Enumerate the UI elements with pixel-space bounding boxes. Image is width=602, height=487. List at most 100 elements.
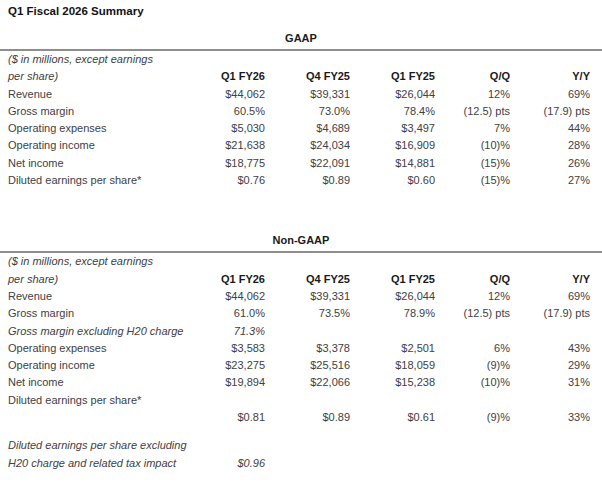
table-row: Diluted earnings per share excluding: [0, 437, 602, 454]
row-label: Operating income: [8, 137, 180, 154]
cell-value: 29%: [510, 357, 590, 374]
cell-value: [510, 437, 590, 454]
cell-value: $23,275: [180, 357, 265, 374]
cell-value: 7%: [435, 120, 510, 137]
cell-value: 73.5%: [265, 305, 350, 322]
cell-value: [265, 392, 350, 409]
table-row: Gross margin60.5%73.0%78.4%(12.5) pts(17…: [0, 103, 602, 120]
cell-value: 73.0%: [265, 103, 350, 120]
units-note-line2: per share): [8, 271, 180, 288]
table-row: Revenue$44,062$39,331$26,04412%69%: [0, 288, 602, 305]
row-label: Net income: [8, 374, 180, 391]
cell-value: [510, 455, 590, 472]
cell-value: 43%: [510, 340, 590, 357]
table-row: Net income$19,894$22,066$15,238(10)%31%: [0, 374, 602, 391]
row-label: Diluted earnings per share*: [8, 172, 180, 189]
units-note-row: ($ in millions, except earnings: [0, 253, 602, 270]
cell-value: $0.81: [180, 409, 265, 426]
financial-summary-page: Q1 Fiscal 2026 Summary GAAP ($ in millio…: [0, 0, 602, 472]
cell-value: $3,378: [265, 340, 350, 357]
cell-value: $14,881: [350, 155, 435, 172]
cell-value: 28%: [510, 137, 590, 154]
cell-value: 44%: [510, 120, 590, 137]
cell-value: [350, 455, 435, 472]
table-row: Gross margin61.0%73.5%78.9%(12.5) pts(17…: [0, 305, 602, 322]
cell-value: (12.5) pts: [435, 305, 510, 322]
cell-value: [435, 455, 510, 472]
table-row: Gross margin excluding H20 charge71.3%: [0, 323, 602, 340]
table-row: Net income$18,775$22,091$14,881(15)%26%: [0, 155, 602, 172]
table-row: $0.81$0.89$0.61(9)%33%: [0, 409, 602, 426]
cell-value: $0.89: [265, 409, 350, 426]
cell-value: $24,034: [265, 137, 350, 154]
cell-value: [435, 323, 510, 340]
cell-value: (17.9) pts: [510, 103, 590, 120]
units-note-line2: per share): [8, 68, 180, 85]
cell-value: (10)%: [435, 137, 510, 154]
cell-value: 61.0%: [180, 305, 265, 322]
cell-value: [265, 437, 350, 454]
cell-value: (9)%: [435, 409, 510, 426]
units-note-line1: ($ in millions, except earnings: [8, 51, 180, 68]
cell-value: $5,030: [180, 120, 265, 137]
table-row: Operating income$21,638$24,034$16,909(10…: [0, 137, 602, 154]
cell-value: 71.3%: [180, 323, 265, 340]
cell-value: $0.89: [265, 172, 350, 189]
cell-value: [265, 455, 350, 472]
row-label: [8, 409, 180, 426]
cell-value: $16,909: [350, 137, 435, 154]
cell-value: (15)%: [435, 155, 510, 172]
cell-value: [265, 323, 350, 340]
cell-value: [180, 437, 265, 454]
cell-value: [350, 323, 435, 340]
cell-value: 12%: [435, 288, 510, 305]
page-title: Q1 Fiscal 2026 Summary: [8, 5, 602, 17]
cell-value: $3,497: [350, 120, 435, 137]
column-header: Q1 FY26: [180, 68, 265, 85]
cell-value: $22,066: [265, 374, 350, 391]
cell-value: $22,091: [265, 155, 350, 172]
cell-value: $21,638: [180, 137, 265, 154]
cell-value: 69%: [510, 86, 590, 103]
cell-value: $15,238: [350, 374, 435, 391]
column-header: Q1 FY25: [350, 271, 435, 288]
cell-value: 60.5%: [180, 103, 265, 120]
column-header: Q/Q: [435, 68, 510, 85]
row-label: Operating income: [8, 357, 180, 374]
cell-value: (9)%: [435, 357, 510, 374]
units-note-line1: ($ in millions, except earnings: [8, 253, 180, 270]
row-label: Revenue: [8, 288, 180, 305]
cell-value: (12.5) pts: [435, 103, 510, 120]
cell-value: $26,044: [350, 86, 435, 103]
summary-section: GAAP ($ in millions, except earnings per…: [0, 32, 602, 189]
cell-value: 33%: [510, 409, 590, 426]
cell-value: $44,062: [180, 288, 265, 305]
cell-value: [510, 392, 590, 409]
cell-value: [435, 392, 510, 409]
row-label: Gross margin: [8, 103, 180, 120]
cell-value: 78.9%: [350, 305, 435, 322]
cell-value: $0.60: [350, 172, 435, 189]
cell-value: $3,583: [180, 340, 265, 357]
section-rows: Revenue$44,062$39,331$26,04412%69%Gross …: [0, 86, 602, 190]
cell-value: $2,501: [350, 340, 435, 357]
row-label: Gross margin: [8, 305, 180, 322]
table-row: Operating income$23,275$25,516$18,059(9)…: [0, 357, 602, 374]
cell-value: $0.76: [180, 172, 265, 189]
units-note-row: ($ in millions, except earnings: [0, 51, 602, 68]
column-header: Q1 FY25: [350, 68, 435, 85]
table-row: Operating expenses$3,583$3,378$2,5016%43…: [0, 340, 602, 357]
cell-value: 12%: [435, 86, 510, 103]
cell-value: [180, 392, 265, 409]
row-label: H20 charge and related tax impact: [8, 455, 180, 472]
cell-value: $44,062: [180, 86, 265, 103]
cell-value: $25,516: [265, 357, 350, 374]
section-rows: Revenue$44,062$39,331$26,04412%69%Gross …: [0, 288, 602, 472]
column-header: Q4 FY25: [265, 68, 350, 85]
cell-value: $0.61: [350, 409, 435, 426]
row-label: Diluted earnings per share*: [8, 392, 180, 409]
table-row: H20 charge and related tax impact$0.96: [0, 455, 602, 472]
cell-value: 6%: [435, 340, 510, 357]
column-header: Q4 FY25: [265, 271, 350, 288]
column-header: Y/Y: [510, 271, 590, 288]
